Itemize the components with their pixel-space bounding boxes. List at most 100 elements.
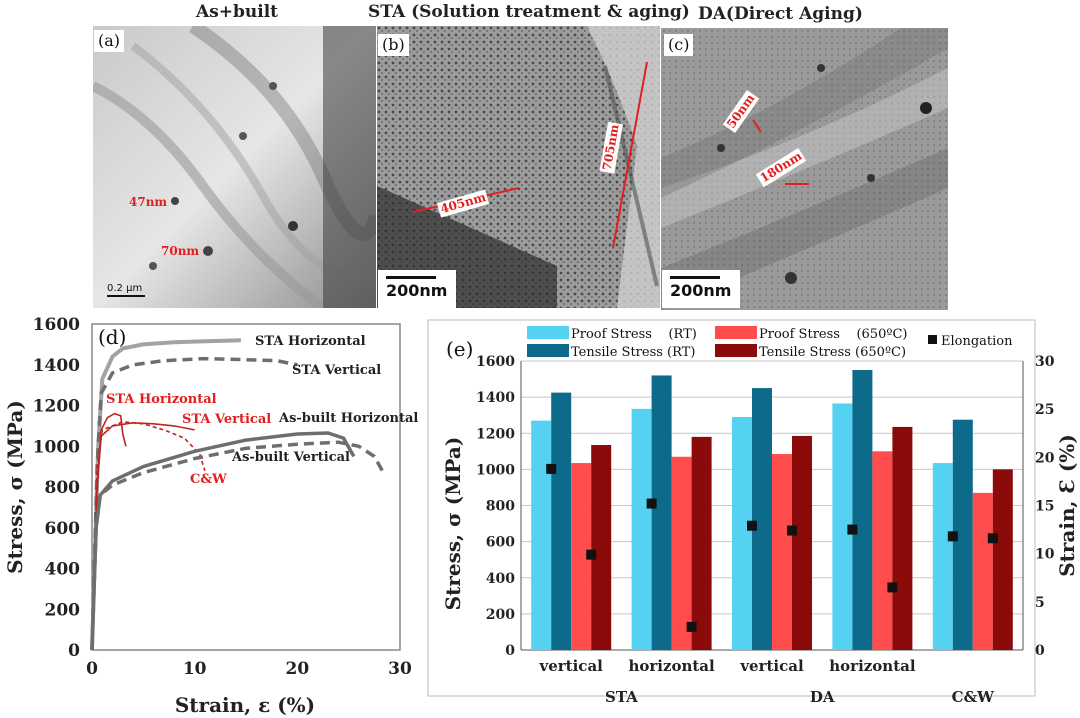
chart-e-bar [992,469,1013,650]
chart-d-ytick: 200 [45,600,81,620]
chart-e-y2tick: 5 [1035,595,1045,611]
chart-e-ytick: 0 [505,643,515,659]
chart-d-xtick: 20 [285,659,309,679]
chart-e-bar [972,492,993,650]
chart-d-series-label: As-built Vertical [231,450,350,465]
chart-e-bar [892,426,913,650]
scale-bar-c: 200nm [662,270,740,308]
chart-e-y2tick: 0 [1035,643,1045,659]
micrograph-as-built [93,26,376,308]
chart-d-panel-letter: (d) [98,325,126,349]
scale-bar-b-label: 200nm [386,281,448,300]
chart-e-ytick: 600 [486,535,515,551]
chart-d-xtick: 10 [183,659,207,679]
chart-e-elongation-marker [947,531,958,542]
chart-d-xtick: 30 [388,659,412,679]
chart-e-elongation-marker [847,524,858,535]
panel-b-letter: (b) [378,34,409,56]
chart-e-legend-elongation-label: Elongation [941,334,1013,349]
chart-e-y2tick: 20 [1035,450,1055,466]
chart-e-y2tick: 10 [1035,547,1055,563]
chart-e-bar [732,416,752,650]
chart-e-category-label: horizontal [829,657,916,675]
chart-d-ytick: 800 [45,478,81,498]
chart-d-series-line [90,440,387,651]
chart-e-legend-label: Proof Stress (650ºC) [759,327,907,342]
chart-d-series-label: STA Horizontal [106,392,217,407]
chart-d-ytick: 1000 [33,437,80,457]
chart-e-bar [852,370,873,650]
chart-d-series-label: As-built Horizontal [278,411,418,426]
chart-e-outer-frame [427,319,1036,697]
chart-e-legend-label: Proof Stress (RT) [571,327,697,342]
chart-e-legend-swatch [527,326,569,339]
chart-e-bar [591,444,612,650]
chart-d-series-label: STA Vertical [182,412,271,427]
chart-e-ytick: 400 [486,571,515,587]
chart-e-y2label: Strain, Ɛ (%) [1055,434,1079,577]
chart-d-xlabel: Strain, ε (%) [175,693,315,717]
chart-d-ytick: 400 [45,560,81,580]
chart-d-series-label: STA Vertical [292,363,381,378]
chart-e-elongation-marker [546,463,557,474]
chart-e-bar [792,435,812,650]
micrograph-da [661,28,948,310]
chart-e-bar [952,419,973,650]
chart-e-elongation-marker [586,549,597,560]
chart-e-bar [772,454,792,650]
chart-e-ytick: 1200 [476,426,515,442]
chart-e-bar [872,451,893,650]
panel-b-title: STA (Solution treatment & aging) [368,2,690,22]
chart-e-ytick: 200 [486,607,515,623]
chart-d-frame [91,323,401,651]
chart-e-y2tick: 15 [1035,499,1054,515]
panel-a-title: As+built [196,2,279,22]
chart-d-series-line [91,422,195,651]
chart-e-ytick: 800 [486,499,515,515]
chart-e-elongation-marker [887,582,898,593]
chart-d-ylabel: Stress, σ (MPa) [3,400,27,574]
chart-d-ytick: 1600 [33,315,80,335]
chart-e-legend-label: Tensile Stress (650ºC) [759,345,906,360]
chart-e-legend-swatch [715,326,757,339]
chart-e-category-label: vertical [539,657,604,675]
chart-e-ytick: 1000 [476,462,515,478]
chart-d-xtick: 0 [86,659,98,679]
chart-e-category-label: horizontal [628,657,715,675]
panel-a-letter: (a) [94,30,125,52]
chart-e-y2tick: 25 [1035,402,1054,418]
chart-e-bar [752,388,772,650]
chart-d-series-line [90,338,241,651]
chart-d-series-label: C&W [190,472,227,487]
measure-70nm: 70nm [161,244,200,258]
chart-e-elongation-marker [787,525,797,536]
chart-e-ytick: 1600 [476,354,515,370]
chart-e-group-label: C&W [952,688,995,706]
chart-d-ytick: 0 [68,641,80,661]
da-measure-lines [752,119,809,185]
chart-e-elongation-marker [747,520,757,531]
chart-e-bar [671,456,692,650]
scale-bar-c-label: 200nm [670,281,732,300]
chart-e-legend-swatch [715,344,757,357]
chart-e-group-label: STA [605,688,638,706]
chart-e-ytick: 1400 [476,390,515,406]
chart-e-legend-elongation-swatch [928,335,937,344]
chart-e-bar [932,463,953,650]
measure-47nm: 47nm [129,195,168,209]
chart-e-bar [651,375,672,650]
chart-e-category-label: vertical [739,657,804,675]
chart-d-ytick: 1400 [33,356,80,376]
panel-c-letter: (c) [664,34,694,56]
chart-e-legend-label: Tensile Stress (RT) [571,345,695,360]
chart-e-bar [551,392,572,650]
panel-c-title: DA(Direct Aging) [698,4,863,24]
chart-e-bar [691,436,712,650]
chart-e-legend-swatch [527,344,569,357]
chart-e-elongation-marker [646,498,657,509]
chart-e-y2tick: 30 [1035,354,1055,370]
chart-e-group-label: DA [810,688,835,706]
chart-e-ylabel: Stress, σ (MPa) [441,437,465,611]
